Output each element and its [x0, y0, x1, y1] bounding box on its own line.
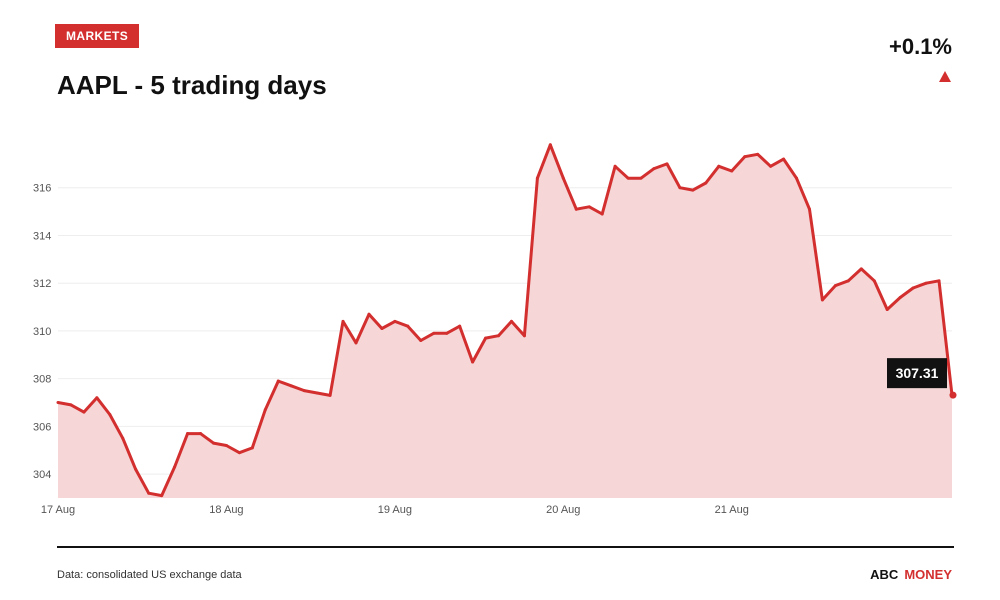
price-line	[57, 143, 954, 498]
price-point	[885, 307, 889, 311]
price-point	[224, 443, 228, 447]
price-point	[315, 391, 319, 395]
last-price-label: 307.31	[896, 365, 939, 381]
price-point	[95, 396, 99, 400]
price-point	[937, 279, 941, 283]
price-point	[782, 157, 786, 161]
price-point	[509, 319, 513, 323]
price-point	[341, 319, 345, 323]
price-point	[600, 212, 604, 216]
price-point	[186, 432, 190, 436]
price-change: +0.1%	[889, 34, 952, 59]
price-point	[380, 327, 384, 331]
price-point	[237, 451, 241, 455]
price-area	[58, 144, 952, 499]
price-point	[743, 155, 747, 159]
price-point	[678, 186, 682, 190]
price-point	[613, 164, 617, 168]
price-point	[82, 410, 86, 414]
price-point	[432, 331, 436, 335]
price-point	[367, 312, 371, 316]
price-point	[730, 169, 734, 173]
price-point	[108, 412, 112, 416]
price-point	[561, 176, 565, 180]
y-axis-labels: 304 306 308 310 312 314 316	[33, 183, 51, 481]
x-tick-label: 21 Aug	[715, 504, 749, 516]
price-point	[898, 296, 902, 300]
price-point	[911, 286, 915, 290]
price-point	[846, 279, 850, 283]
price-point	[820, 298, 824, 302]
price-point	[134, 467, 138, 471]
price-point	[924, 281, 928, 285]
price-point	[302, 389, 306, 393]
last-price-dot	[949, 391, 957, 399]
price-point	[263, 408, 267, 412]
page-title: AAPL - 5 trading days	[57, 70, 327, 100]
price-point	[69, 403, 73, 407]
x-tick-label: 20 Aug	[546, 504, 580, 516]
price-point	[393, 319, 397, 323]
price-point	[872, 279, 876, 283]
price-point	[548, 143, 552, 147]
price-point	[250, 446, 254, 450]
price-point	[639, 176, 643, 180]
footer-rule	[57, 546, 954, 548]
y-tick-label: 308	[33, 374, 51, 386]
price-point	[769, 164, 773, 168]
price-point	[859, 267, 863, 271]
section-badge: MARKETS	[55, 24, 140, 48]
price-point	[160, 494, 164, 498]
price-point	[691, 188, 695, 192]
price-point	[289, 384, 293, 388]
x-tick-label: 19 Aug	[378, 504, 412, 516]
price-point	[147, 491, 151, 495]
price-point	[535, 176, 539, 180]
y-tick-label: 310	[33, 326, 51, 338]
price-point	[406, 324, 410, 328]
y-tick-label: 304	[33, 469, 51, 481]
y-tick-label: 316	[33, 183, 51, 195]
price-point	[484, 336, 488, 340]
y-tick-label: 314	[33, 230, 51, 242]
price-point	[211, 441, 215, 445]
price-point	[717, 164, 721, 168]
price-point	[587, 205, 591, 209]
price-point	[276, 379, 280, 383]
data-source: Data: consolidated US exchange data	[57, 569, 242, 581]
price-points	[56, 143, 954, 498]
price-point	[56, 401, 60, 405]
price-point	[626, 176, 630, 180]
price-point	[652, 167, 656, 171]
brand-secondary: MONEY	[904, 567, 952, 582]
y-tick-label: 306	[33, 421, 51, 433]
price-point	[354, 341, 358, 345]
x-axis-labels: 17 Aug 18 Aug 19 Aug 20 Aug 21 Aug	[41, 504, 749, 516]
price-point	[574, 207, 578, 211]
price-point	[522, 334, 526, 338]
price-point	[665, 162, 669, 166]
brand-primary: ABC	[870, 567, 899, 582]
price-point	[756, 152, 760, 156]
price-chart: 304 306 308 310 312 314 316 17 Aug 18 Aug 19 Aug…	[33, 143, 957, 516]
price-point	[704, 181, 708, 185]
price-point	[497, 334, 501, 338]
price-point	[328, 393, 332, 397]
price-point	[795, 176, 799, 180]
last-price-box	[887, 358, 947, 389]
price-point	[419, 338, 423, 342]
x-tick-label: 17 Aug	[41, 504, 75, 516]
price-point	[471, 360, 475, 364]
price-point	[121, 436, 125, 440]
price-point	[458, 324, 462, 328]
brand-logo: ABC MONEY	[870, 567, 952, 582]
price-point	[199, 432, 203, 436]
up-arrow-icon	[939, 71, 951, 82]
price-point	[445, 331, 449, 335]
price-point	[833, 284, 837, 288]
price-point	[173, 465, 177, 469]
price-point	[807, 207, 811, 211]
x-tick-label: 18 Aug	[209, 504, 243, 516]
y-tick-label: 312	[33, 278, 51, 290]
